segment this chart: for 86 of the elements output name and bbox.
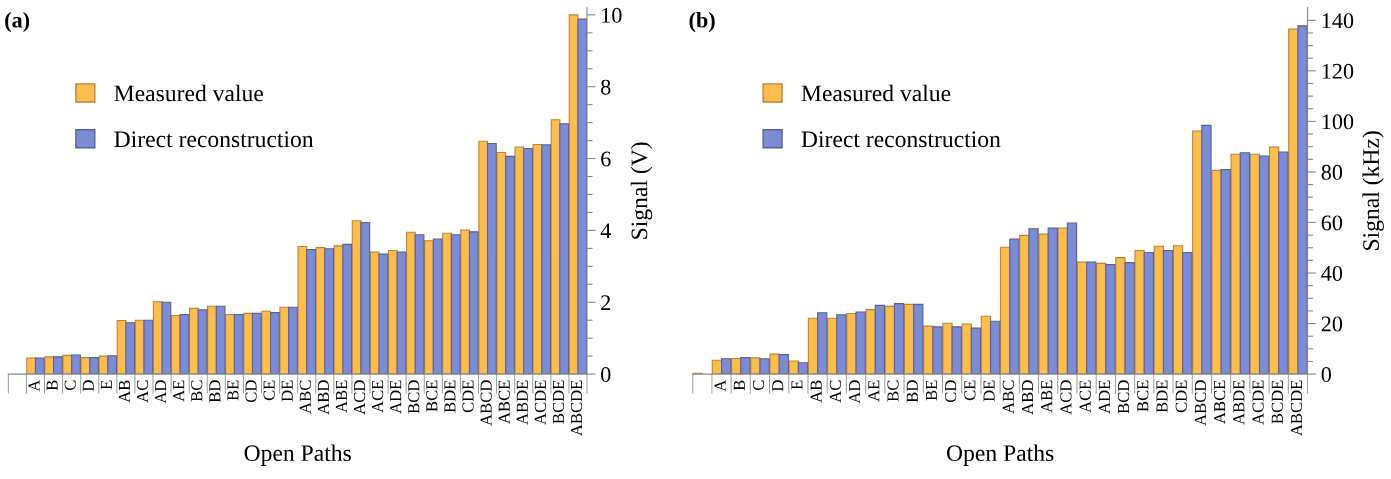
y-tick-label: 4 — [600, 223, 611, 239]
x-tick-label: BCDE — [1271, 380, 1283, 424]
y-tick-label: 0 — [1321, 367, 1331, 383]
x-tick-label: BCDE — [552, 380, 565, 424]
x-tick-label: ACDE — [1252, 380, 1264, 425]
x-tick-label: BCE — [426, 380, 438, 412]
x-tick-label: ABDE — [1233, 380, 1245, 425]
y-tick-label: 60 — [1321, 215, 1343, 231]
x-tick-label: B — [46, 380, 58, 391]
x-axis-title: Open Paths — [946, 444, 1054, 466]
x-tick-label: ACE — [1079, 380, 1091, 413]
x-tick-label: BE — [925, 380, 937, 401]
y-tick-label: 100 — [1322, 114, 1354, 130]
x-tick-label: CD — [945, 380, 957, 403]
x-tick-label: BC — [191, 380, 203, 402]
x-tick-label: ABC — [299, 380, 311, 414]
x-tick-label: BD — [906, 380, 918, 403]
x-tick-label: AB — [810, 380, 822, 403]
legend-label: Direct reconstruction — [801, 131, 1001, 148]
chart-title: (a) — [5, 11, 30, 33]
y-tick-label: 2 — [601, 295, 611, 310]
x-tick-label: E — [791, 380, 803, 390]
x-tick-label: ABDE — [516, 380, 528, 425]
x-tick-label: DE — [281, 380, 293, 402]
legend-label: Measured value — [114, 84, 263, 102]
x-tick-label: ADE — [1098, 380, 1110, 414]
x-tick-label: AD — [849, 380, 861, 404]
x-tick-label: BCD — [1117, 380, 1130, 414]
x-tick-label: ABCE — [498, 380, 510, 424]
y-tick-label: 80 — [1321, 164, 1343, 180]
x-tick-label: ABE — [335, 380, 347, 413]
x-tick-label: BC — [887, 380, 899, 402]
x-tick-label: ABC — [1002, 380, 1014, 414]
x-tick-label: ADE — [390, 380, 402, 414]
y-tick-label: 10 — [602, 7, 622, 23]
x-tick-label: ABD — [1021, 380, 1034, 415]
chart-title: (b) — [689, 11, 715, 33]
legend-label: Measured value — [801, 84, 951, 102]
x-tick-label: BDE — [444, 380, 456, 413]
x-tick-label: CD — [245, 380, 257, 403]
x-tick-label: ABD — [317, 380, 329, 415]
x-tick-label: C — [752, 380, 765, 391]
x-tick-label: D — [772, 380, 784, 392]
x-tick-label: ACDE — [534, 380, 546, 425]
x-tick-label: D — [82, 380, 94, 392]
x-tick-label: CE — [964, 380, 976, 401]
x-tick-label: CDE — [462, 380, 474, 413]
x-tick-label: BCE — [1137, 380, 1149, 412]
x-tick-label: ACD — [353, 380, 366, 415]
x-tick-label: ACE — [372, 380, 384, 413]
x-tick-label: CDE — [1175, 380, 1187, 413]
x-tick-label: C — [64, 380, 76, 391]
y-tick-label: 8 — [601, 79, 611, 95]
x-tick-label: B — [733, 380, 745, 391]
x-tick-label: BE — [227, 380, 239, 401]
y-tick-label: 20 — [1321, 316, 1343, 332]
x-tick-label: ABCD — [1194, 380, 1207, 426]
x-tick-label: AE — [173, 380, 185, 402]
x-tick-label: E — [100, 380, 112, 390]
y-tick-label: 140 — [1322, 13, 1354, 29]
x-tick-label: ABCDE — [570, 380, 583, 436]
x-tick-label: ACD — [1060, 380, 1072, 415]
x-tick-label: BD — [209, 380, 221, 403]
y-tick-label: 0 — [601, 367, 611, 383]
y-axis-title: Signal (V) — [630, 142, 653, 239]
y-axis-title: Signal (kHz) — [1362, 131, 1384, 250]
y-tick-label: 120 — [1322, 63, 1354, 79]
x-tick-label: AB — [118, 380, 130, 403]
x-tick-label: AC — [136, 380, 149, 403]
x-tick-label: BCD — [408, 380, 420, 414]
x-axis-title: Open Paths — [244, 444, 351, 466]
x-tick-label: ABCD — [480, 380, 492, 426]
x-tick-label: AC — [829, 380, 841, 403]
x-tick-label: ABCE — [1214, 380, 1226, 424]
x-tick-label: AD — [155, 380, 167, 404]
legend-label: Direct reconstruction — [114, 131, 314, 148]
x-tick-label: A — [28, 379, 40, 392]
x-tick-label: BDE — [1156, 380, 1168, 413]
y-tick-label: 6 — [601, 151, 611, 167]
x-tick-label: A — [714, 379, 726, 392]
x-tick-label: AE — [868, 380, 880, 402]
x-tick-label: CE — [263, 380, 275, 401]
y-tick-label: 40 — [1321, 265, 1343, 281]
x-tick-label: DE — [983, 380, 995, 402]
x-tick-label: ABCDE — [1290, 380, 1303, 436]
x-tick-label: ABE — [1041, 380, 1053, 413]
